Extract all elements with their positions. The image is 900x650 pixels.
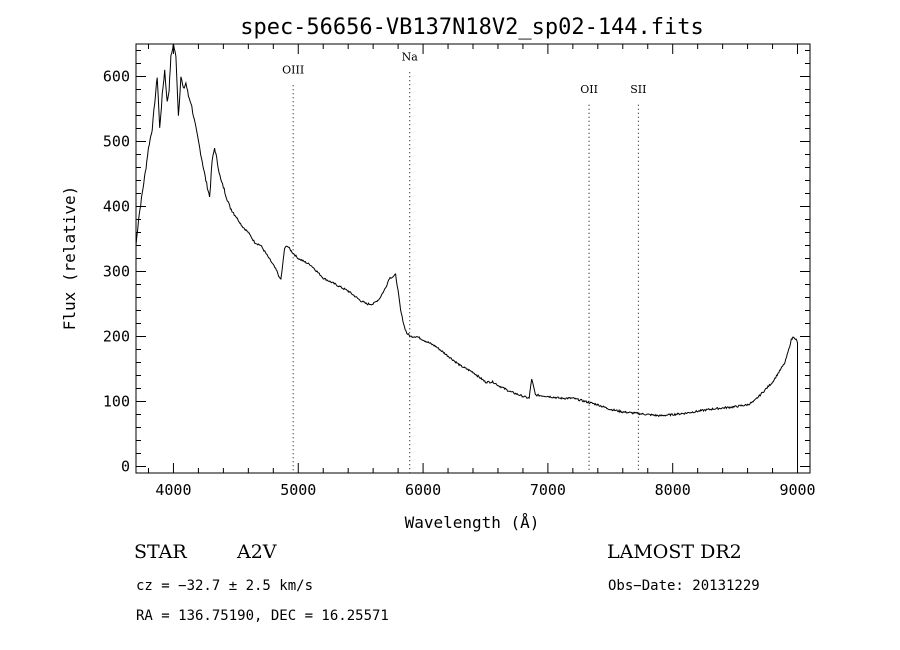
- object-type: STAR: [134, 541, 187, 563]
- x-tick-label: 4000: [155, 481, 191, 499]
- coordinates: RA = 136.75190, DEC = 16.25571: [136, 608, 389, 624]
- spectral-class: A2V: [236, 541, 277, 563]
- annotation-label: OII: [580, 83, 598, 96]
- survey-label: LAMOST DR2: [607, 541, 742, 563]
- y-tick-label: 300: [103, 263, 130, 281]
- y-tick-label: 100: [103, 393, 130, 411]
- x-tick-labels: 4000 5000 6000 7000 8000 9000: [155, 481, 815, 499]
- annotation-label: OIII: [282, 63, 304, 76]
- x-tick-label: 5000: [280, 481, 316, 499]
- x-tick-label: 8000: [655, 481, 691, 499]
- x-tick-label: 9000: [779, 481, 815, 499]
- y-tick-label: 200: [103, 328, 130, 346]
- obs-date: Obs−Date: 20131229: [608, 578, 760, 594]
- cz-value: cz = −32.7 ± 2.5 km/s: [136, 578, 313, 594]
- y-tick-labels: 0 100 200 300 400 500 600: [103, 68, 130, 476]
- y-tick-label: 400: [103, 198, 130, 216]
- chart-title: spec-56656-VB137N18V2_sp02-144.fits: [240, 15, 704, 40]
- x-axis-label: Wavelength (Å): [405, 513, 540, 532]
- y-tick-label: 600: [103, 68, 130, 86]
- x-tick-label: 7000: [530, 481, 566, 499]
- line-annotations: OIII Na OII SII: [282, 50, 646, 473]
- annotation-label: SII: [630, 83, 646, 96]
- spectrum-series-line: [135, 43, 798, 467]
- axis-ticks: [136, 44, 810, 473]
- y-tick-label: 0: [121, 458, 130, 476]
- y-axis-label: Flux (relative): [60, 186, 79, 331]
- x-tick-label: 6000: [405, 481, 441, 499]
- annotation-label: Na: [402, 50, 419, 63]
- y-tick-label: 500: [103, 133, 130, 151]
